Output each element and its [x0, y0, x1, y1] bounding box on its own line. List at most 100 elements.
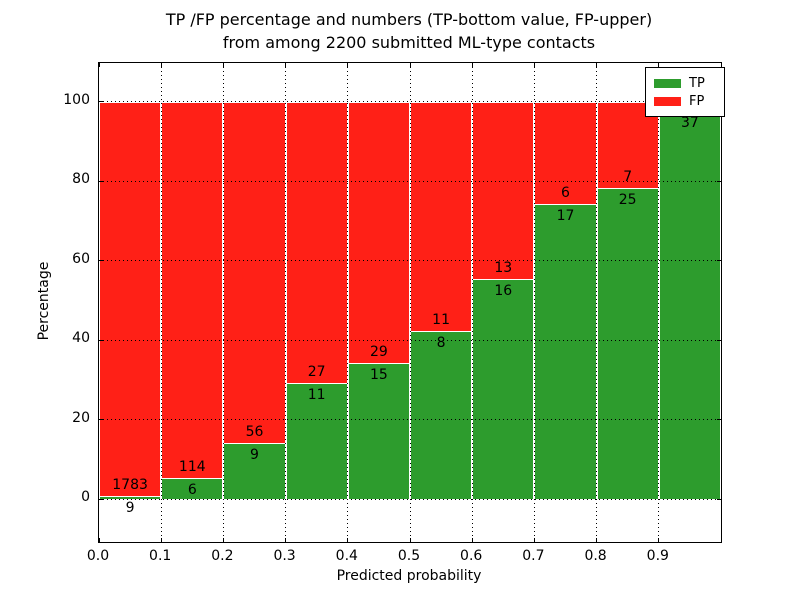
y-tick-label-80: 80 — [72, 171, 90, 188]
bar-label-fp-2: 56 — [245, 424, 264, 441]
x-tick-label-0.3: 0.3 — [273, 548, 296, 564]
gridline-x-0.7 — [533, 63, 535, 542]
gridline-x-0.1 — [160, 63, 162, 542]
ytick-left-80 — [99, 180, 103, 182]
ytick-left-100 — [99, 101, 103, 103]
chart-title-line1: TP /FP percentage and numbers (TP-bottom… — [165, 10, 653, 29]
ytick-right-80 — [717, 180, 721, 182]
x-tick-label-0.6: 0.6 — [460, 548, 483, 564]
ytick-right-60 — [717, 260, 721, 262]
x-tick-label-0.7: 0.7 — [522, 548, 545, 564]
bar-label-tp-8: 25 — [618, 191, 637, 208]
bar-segment-tp-0 — [99, 497, 162, 500]
gridline-x-0.8 — [596, 63, 598, 542]
bar-segment-tp-8 — [596, 188, 659, 500]
ytick-right-0 — [717, 498, 721, 500]
x-tick-label-0.1: 0.1 — [149, 548, 172, 564]
gridline-x-0.9 — [658, 63, 660, 542]
xtick-bottom-0.9 — [658, 538, 660, 542]
y-tick-label-0: 0 — [81, 489, 90, 506]
xtick-bottom-0.0 — [98, 538, 100, 542]
fp-swatch-icon — [654, 97, 681, 106]
xtick-bottom-0.1 — [160, 538, 162, 542]
bar-label-tp-4: 15 — [369, 366, 388, 383]
legend-label-tp: TP — [689, 76, 705, 91]
xtick-bottom-0.5 — [409, 538, 411, 542]
ytick-left-60 — [99, 260, 103, 262]
xtick-top-0.7 — [533, 63, 535, 67]
bar-label-fp-0: 1783 — [112, 477, 148, 494]
gridline-x-0.3 — [285, 63, 287, 542]
bar-label-fp-1: 114 — [178, 459, 206, 476]
x-tick-label-0.0: 0.0 — [86, 548, 110, 564]
chart-title: TP /FP percentage and numbers (TP-bottom… — [98, 8, 720, 54]
ytick-right-40 — [717, 339, 721, 341]
bar-label-tp-9: 37 — [680, 114, 699, 131]
gridline-x-0.2 — [222, 63, 224, 542]
bar-label-fp-5: 11 — [432, 311, 451, 328]
bar-label-tp-1: 6 — [187, 482, 197, 499]
xtick-bottom-0.3 — [285, 538, 287, 542]
legend-label-fp: FP — [689, 94, 705, 109]
bar-segment-tp-7 — [534, 205, 597, 500]
bar-segment-fp-5 — [410, 101, 473, 332]
xtick-bottom-0.6 — [471, 538, 473, 542]
xtick-top-0.0 — [98, 63, 100, 67]
bar-label-tp-7: 17 — [556, 208, 575, 225]
bar-segment-fp-2 — [223, 101, 286, 445]
y-tick-label-40: 40 — [72, 330, 90, 347]
bar-segment-fp-3 — [285, 101, 348, 385]
bar-label-tp-0: 9 — [125, 500, 135, 517]
bar-segment-fp-4 — [347, 101, 410, 364]
xtick-bottom-0.7 — [533, 538, 535, 542]
tp-swatch-icon — [654, 79, 681, 88]
legend: TP FP — [645, 67, 725, 117]
bar-label-fp-6: 13 — [494, 259, 513, 276]
xtick-top-0.9 — [658, 63, 660, 67]
xtick-top-0.8 — [596, 63, 598, 67]
bar-segment-tp-3 — [285, 384, 348, 500]
x-tick-label-0.2: 0.2 — [211, 548, 234, 564]
xtick-top-0.3 — [285, 63, 287, 67]
x-tick-label-0.5: 0.5 — [397, 548, 421, 564]
x-tick-label-0.4: 0.4 — [335, 548, 358, 564]
x-tick-label-0.8: 0.8 — [584, 548, 607, 564]
bar-segment-tp-9 — [658, 111, 721, 500]
xtick-top-0.2 — [222, 63, 224, 67]
legend-entry-fp: FP — [654, 93, 716, 110]
bar-label-tp-3: 11 — [307, 387, 326, 404]
gridline-x-0.6 — [471, 63, 473, 542]
bar-segment-tp-6 — [472, 279, 535, 500]
bar-label-tp-2: 9 — [250, 447, 259, 464]
bar-label-tp-6: 16 — [494, 282, 513, 299]
chart-title-line2: from among 2200 submitted ML-type contac… — [222, 33, 596, 52]
x-tick-label-0.9: 0.9 — [646, 548, 669, 564]
bar-label-fp-8: 7 — [623, 168, 633, 185]
xtick-top-0.6 — [471, 63, 473, 67]
bar-segment-fp-8 — [596, 101, 659, 189]
y-tick-label-20: 20 — [72, 409, 90, 426]
bar-segment-tp-1 — [161, 479, 224, 500]
bar-label-fp-7: 6 — [561, 185, 570, 202]
ytick-right-20 — [717, 419, 721, 421]
ytick-left-0 — [99, 498, 103, 500]
legend-entry-tp: TP — [654, 75, 716, 92]
xtick-bottom-0.8 — [596, 538, 598, 542]
bar-segment-fp-6 — [472, 101, 535, 280]
plot-area: 1783 9 114 6 56 9 27 11 29 15 11 8 13 16 6 17 7 25 37 TP F… — [98, 62, 725, 543]
bar-segment-fp-0 — [99, 101, 162, 498]
x-axis-label: Predicted probability — [336, 568, 482, 584]
gridline-x-0.5 — [409, 63, 411, 542]
xtick-top-0.4 — [347, 63, 349, 67]
bar-label-fp-4: 29 — [369, 343, 388, 360]
gridline-x-0.4 — [347, 63, 349, 542]
ytick-left-40 — [99, 339, 103, 341]
bar-segment-fp-1 — [161, 101, 224, 480]
bar-segment-tp-2 — [223, 444, 286, 500]
bar-segment-fp-7 — [534, 101, 597, 206]
xtick-top-0.1 — [160, 63, 162, 67]
y-tick-label-60: 60 — [72, 250, 90, 267]
ytick-left-20 — [99, 419, 103, 421]
bar-segment-tp-4 — [347, 363, 410, 500]
